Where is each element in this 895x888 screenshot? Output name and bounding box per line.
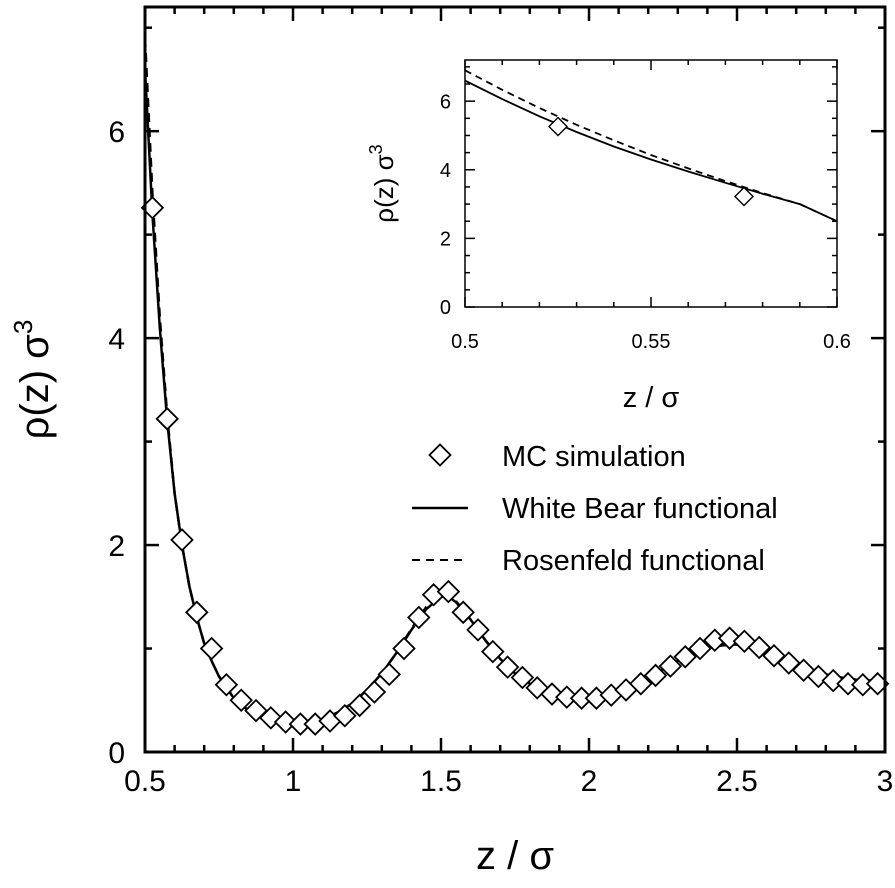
legend-label-mc-simulation: MC simulation bbox=[502, 441, 686, 473]
main-x-tick-label: 3 bbox=[877, 765, 894, 798]
main-mc-point bbox=[717, 626, 742, 650]
inset-chart: 0.5 0.55 0.6 0 2 4 6 z / σ ρ(z) σ3 bbox=[366, 59, 851, 414]
main-mc-point bbox=[214, 672, 239, 697]
main-y-tick-label: 2 bbox=[108, 530, 125, 563]
main-mc-point bbox=[629, 671, 653, 696]
inset-plot-series bbox=[465, 69, 837, 223]
main-mc-point bbox=[777, 651, 801, 675]
main-y-tick-label: 0 bbox=[108, 737, 125, 770]
main-mc-point bbox=[362, 680, 387, 704]
legend-label-rosenfeld: Rosenfeld functional bbox=[502, 545, 765, 577]
inset-y-axis-label-main: ρ(z) σ bbox=[369, 154, 399, 222]
inset-x-tick-label: 0.5 bbox=[451, 331, 479, 353]
main-x-tick-label: 0.5 bbox=[124, 765, 166, 798]
main-mc-point bbox=[510, 665, 535, 690]
main-mc-point bbox=[229, 688, 253, 713]
inset-x-tick-label: 0.6 bbox=[823, 331, 851, 353]
main-mc-point bbox=[643, 663, 668, 688]
legend-marker-mc-simulation bbox=[428, 443, 452, 467]
inset-mc-point bbox=[734, 186, 754, 207]
main-x-tick-label: 1.5 bbox=[420, 765, 462, 798]
main-mc-point bbox=[377, 662, 401, 687]
main-y-axis-label-main: ρ(z) σ bbox=[13, 334, 57, 440]
main-y-axis-label: ρ(z) σ3 bbox=[8, 320, 57, 440]
main-plot-series bbox=[140, 37, 890, 736]
main-mc-point bbox=[495, 655, 520, 679]
inset-y-tick-label: 0 bbox=[440, 297, 451, 319]
main-mc-point bbox=[199, 636, 224, 661]
main-mc-point bbox=[170, 528, 194, 552]
main-y-tick-label: 6 bbox=[108, 116, 125, 149]
main-mc-point bbox=[466, 618, 490, 642]
inset-x-axis-label: z / σ bbox=[623, 382, 680, 414]
main-x-axis-label: z / σ bbox=[476, 834, 554, 878]
main-mc-point bbox=[791, 658, 816, 683]
main-mc-point bbox=[155, 407, 179, 431]
inset-line-white-bear-functional bbox=[465, 79, 837, 223]
inset-series-area bbox=[465, 69, 837, 223]
main-mc-point bbox=[762, 643, 786, 668]
inset-y-tick-label: 6 bbox=[440, 91, 451, 113]
main-x-tick-label: 2.5 bbox=[716, 765, 758, 798]
inset-plot-frame bbox=[464, 59, 838, 308]
main-y-axis-label-superscript: 3 bbox=[8, 320, 38, 334]
main-mc-point bbox=[481, 639, 505, 664]
main-plot-frame bbox=[143, 5, 887, 754]
inset-tick-labels: 0.5 0.55 0.6 0 2 4 6 bbox=[440, 91, 851, 353]
inset-line-rosenfeld-functional bbox=[465, 69, 837, 223]
legend: MC simulation White Bear functional Rose… bbox=[412, 441, 778, 577]
main-mc-point bbox=[673, 645, 697, 669]
main-mc-point bbox=[658, 654, 683, 678]
main-mc-point bbox=[273, 710, 298, 734]
main-mc-point bbox=[407, 605, 431, 630]
inset-y-tick-label: 4 bbox=[440, 160, 451, 182]
inset-y-axis-label: ρ(z) σ3 bbox=[366, 144, 399, 222]
legend-diamond-icon bbox=[428, 443, 452, 467]
main-mc-point bbox=[333, 704, 357, 728]
inset-mc-point bbox=[548, 116, 568, 137]
main-tick-labels: 0.5 1 1.5 2 2.5 3 0 2 4 6 bbox=[108, 116, 893, 798]
main-mc-point bbox=[732, 629, 757, 654]
main-mc-point bbox=[347, 693, 372, 718]
main-mc-point bbox=[392, 636, 416, 661]
inset-x-tick-label: 0.55 bbox=[632, 331, 671, 353]
main-mc-point bbox=[436, 579, 461, 604]
main-mc-point bbox=[185, 600, 209, 625]
main-mc-point bbox=[836, 671, 860, 696]
main-mc-point bbox=[747, 635, 771, 660]
main-y-tick-label: 4 bbox=[108, 323, 125, 356]
main-mc-point bbox=[555, 685, 579, 709]
inset-background bbox=[465, 60, 837, 307]
legend-label-white-bear: White Bear functional bbox=[502, 493, 778, 525]
main-x-tick-label: 1 bbox=[285, 765, 302, 798]
inset-y-axis-label-superscript: 3 bbox=[366, 144, 386, 154]
main-mc-point bbox=[451, 600, 475, 625]
main-mc-point bbox=[688, 636, 712, 661]
main-line-rosenfeld-functional bbox=[145, 37, 885, 725]
inset-y-tick-label: 2 bbox=[440, 229, 451, 251]
main-x-tick-label: 2 bbox=[581, 765, 598, 798]
main-mc-point bbox=[540, 682, 564, 706]
